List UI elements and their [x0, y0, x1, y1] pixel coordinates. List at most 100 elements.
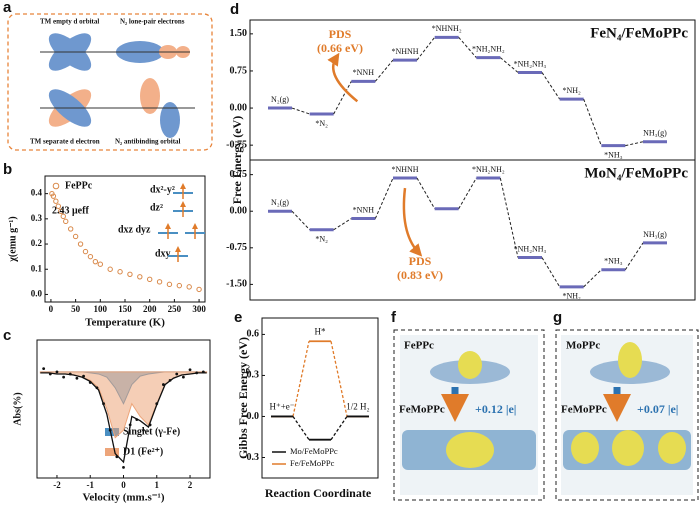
y-tick-label: 0.4 — [31, 188, 43, 198]
level-label: NH₃(g) — [643, 129, 667, 138]
component-area — [39, 371, 208, 439]
state-label: 1/2 H₂ — [346, 402, 369, 412]
y-tick-label: 0.3 — [31, 213, 43, 223]
data-point — [201, 370, 205, 374]
pds-arrow — [402, 187, 423, 257]
orbital-bottom — [40, 78, 195, 138]
data-point — [55, 370, 59, 374]
pds-arrow — [327, 52, 359, 103]
schematic-text: N₂ antibinding orbital — [115, 138, 181, 146]
plot-frame — [249, 159, 696, 301]
panel-label: a — [3, 0, 12, 16]
y-tick-label: 1.50 — [230, 28, 248, 39]
y-tick-label: -0.3 — [243, 452, 259, 463]
data-point — [88, 381, 92, 384]
level-label: *NHNH — [391, 47, 418, 56]
data-point — [162, 383, 165, 386]
level-label: N₂(g) — [271, 95, 289, 104]
y-tick-label: -1.50 — [226, 279, 247, 290]
panel-label: d — [230, 1, 239, 18]
pds-label: (0.83 eV) — [397, 268, 443, 282]
connector — [291, 107, 310, 115]
level-label: *N₂ — [315, 235, 328, 244]
connector — [374, 177, 394, 219]
pds-label: PDS — [329, 27, 352, 41]
level-label: *NH₃ — [604, 150, 623, 159]
connector — [458, 177, 477, 210]
connector — [458, 36, 477, 58]
data-point — [115, 455, 119, 459]
level-label: *NH₃ — [604, 257, 623, 266]
data-point — [176, 282, 183, 289]
data-point — [92, 258, 99, 265]
x-axis-label: Temperature (K) — [85, 317, 165, 329]
molecule-label: FePPc — [404, 340, 434, 352]
data-point — [122, 465, 125, 469]
x-tick-label: 250 — [168, 304, 182, 314]
connector — [541, 72, 561, 100]
connector — [292, 341, 310, 417]
data-point — [186, 284, 192, 290]
annotation: 2.43 μeff — [52, 205, 89, 216]
data-point — [68, 372, 72, 376]
charge-panel — [555, 329, 699, 501]
panel-label: c — [3, 327, 11, 344]
x-tick-label: 300 — [192, 304, 206, 314]
connector — [291, 210, 311, 231]
y-tick-label: 0.0 — [247, 411, 260, 422]
data-point — [128, 423, 132, 427]
orbital-top — [40, 33, 190, 71]
data-point — [148, 423, 152, 427]
orbital-label: dxy — [155, 248, 171, 259]
data-point — [175, 372, 179, 376]
data-point — [97, 261, 104, 267]
connector — [333, 218, 352, 231]
data-point — [60, 213, 66, 220]
data-point — [127, 271, 133, 277]
level-label: *NH₂ — [562, 86, 581, 95]
data-point — [107, 266, 113, 272]
level-label: *NNH — [353, 205, 375, 214]
data-point — [166, 281, 173, 288]
panel-label: b — [3, 161, 12, 178]
plot-frame — [44, 175, 206, 303]
y-tick-label: -0.75 — [226, 242, 247, 253]
panel-title: MoN₄/FeMoPPc — [584, 165, 688, 181]
panel-label: f — [391, 309, 397, 326]
y-tick-label: 0.3 — [247, 370, 260, 381]
connector — [416, 177, 436, 210]
connector — [625, 141, 644, 147]
level-label: *NH₂NH₃ — [514, 59, 547, 68]
data-point — [142, 428, 145, 432]
legend-symbol — [105, 428, 119, 436]
legend-label: Fe/FeMoPPc — [290, 458, 335, 468]
connector — [500, 57, 519, 73]
data-point — [77, 241, 84, 247]
connector — [583, 269, 602, 288]
data-point — [58, 208, 64, 214]
data-point — [195, 371, 199, 375]
x-tick-label: 1 — [155, 480, 160, 490]
data-point — [55, 203, 62, 209]
y-tick-label: 0.2 — [31, 238, 43, 248]
schematic-text: TM separate d electron — [30, 138, 100, 146]
x-tick-label: 150 — [118, 304, 132, 314]
data-point — [146, 276, 153, 283]
schematic-text: TM empty d orbital — [40, 18, 99, 26]
x-axis-label: Velocity (mm.s⁻¹) — [82, 492, 164, 504]
legend-label: FePPc — [65, 180, 93, 191]
connector — [333, 81, 352, 115]
data-point — [42, 367, 46, 371]
x-axis-label: Reaction Coordinate — [265, 486, 372, 500]
y-tick-label: 0.1 — [31, 263, 43, 273]
x-tick-label: -1 — [86, 480, 94, 490]
fit-line — [40, 372, 207, 464]
orbital-label: dz² — [150, 202, 163, 213]
y-tick-label: 0.75 — [230, 65, 248, 76]
x-tick-label: 100 — [94, 304, 108, 314]
connector — [292, 416, 310, 441]
data-point — [108, 428, 112, 432]
legend-symbol — [52, 182, 60, 190]
y-tick-label: -0.75 — [226, 139, 247, 150]
panel-label: g — [553, 309, 562, 326]
